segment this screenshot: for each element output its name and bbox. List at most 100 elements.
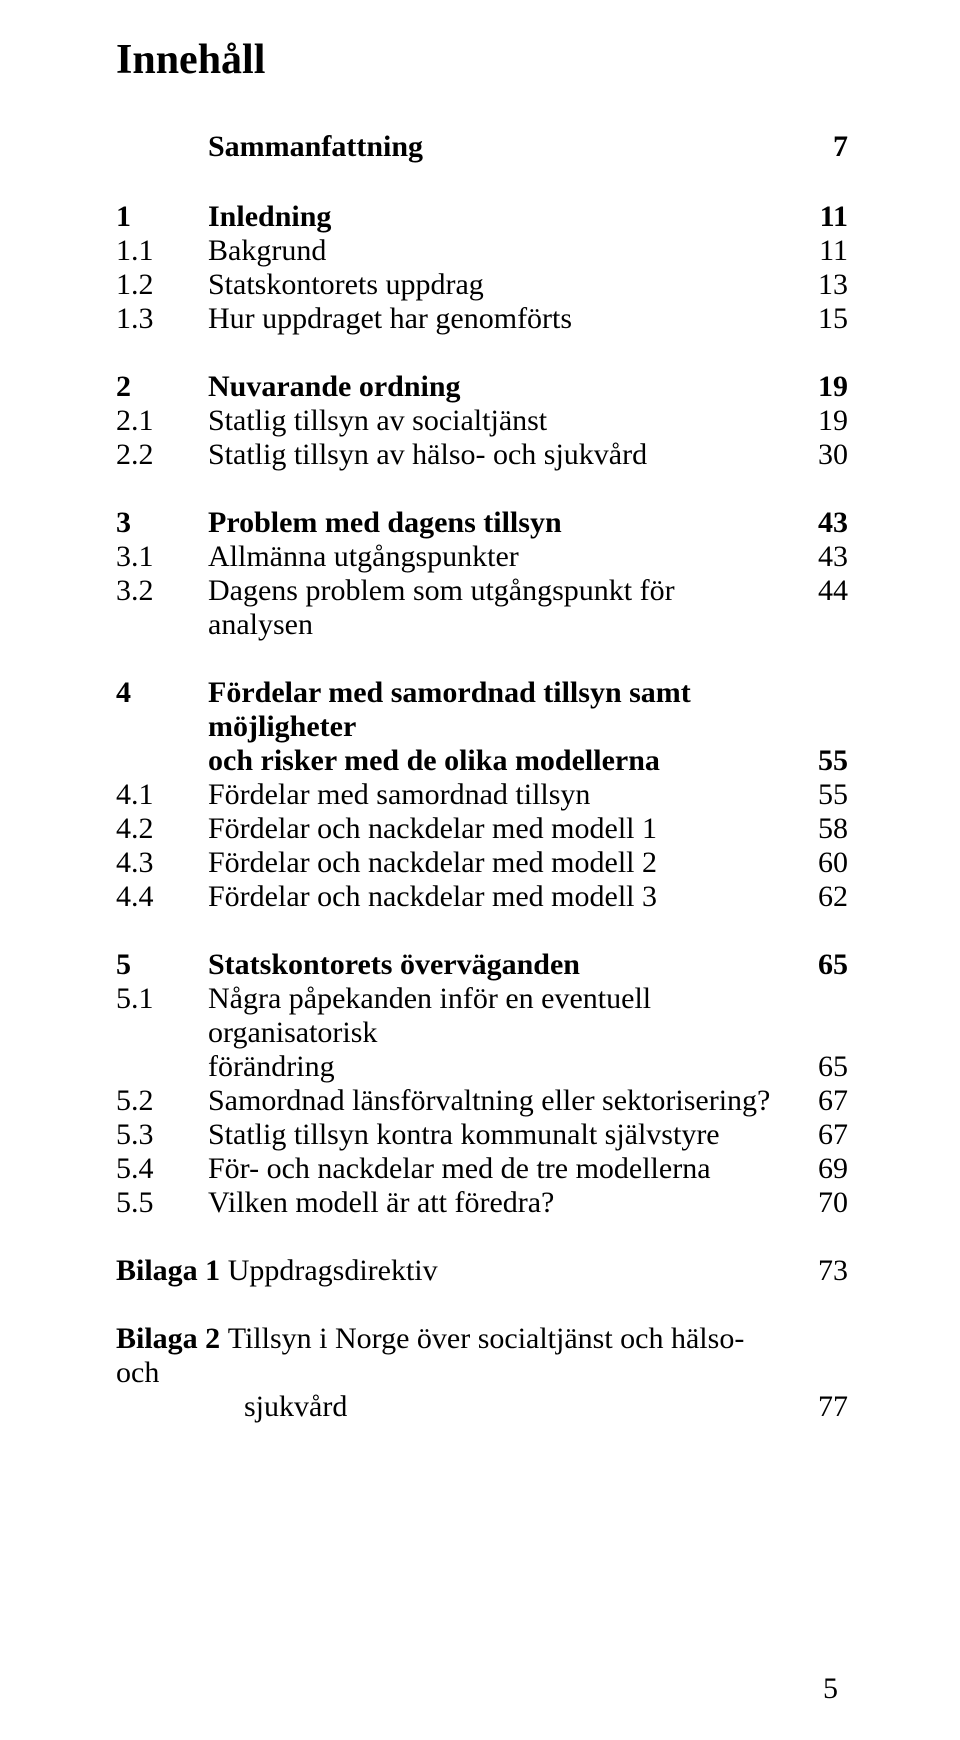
toc-num: 5.5 (116, 1186, 208, 1220)
toc-num: 4.1 (116, 778, 208, 812)
toc-label: Statlig tillsyn av socialtjänst (208, 404, 788, 438)
toc-page: 77 (788, 1390, 848, 1424)
toc-row-5-4: 5.4 För- och nackdelar med de tre modell… (116, 1152, 848, 1186)
bilaga-text: sjukvård (116, 1390, 778, 1424)
toc-row-1-3: 1.3 Hur uppdraget har genomförts 15 (116, 302, 848, 336)
toc-row-1-2: 1.2 Statskontorets uppdrag 13 (116, 268, 848, 302)
toc-row-bilaga2-line1: Bilaga 2 Tillsyn i Norge över socialtjän… (116, 1322, 848, 1390)
toc-page: 60 (788, 846, 848, 880)
toc-label: Fördelar och nackdelar med modell 2 (208, 846, 788, 880)
toc-page: 19 (788, 370, 848, 404)
toc-num: 5.2 (116, 1084, 208, 1118)
toc-page: 69 (788, 1152, 848, 1186)
toc-num: 4.3 (116, 846, 208, 880)
toc-row-ch4-line1: 4 Fördelar med samordnad tillsyn samt mö… (116, 676, 848, 744)
toc-row-ch4-line2: och risker med de olika modellerna 55 (116, 744, 848, 778)
toc-row-5-1-line1: 5.1 Några påpekanden inför en eventuell … (116, 982, 848, 1050)
toc-row-bilaga2-line2: sjukvård 77 (116, 1390, 848, 1424)
toc-num: 5.1 (116, 982, 208, 1016)
page-title: Innehåll (116, 36, 848, 84)
toc-num: 3.1 (116, 540, 208, 574)
toc-label: Hur uppdraget har genomförts (208, 302, 788, 336)
toc-row-bilaga1: Bilaga 1 Uppdragsdirektiv 73 (116, 1254, 848, 1288)
toc-row-4-1: 4.1 Fördelar med samordnad tillsyn 55 (116, 778, 848, 812)
toc-num: 4.4 (116, 880, 208, 914)
toc-label: Statskontorets uppdrag (208, 268, 788, 302)
toc-page: 15 (788, 302, 848, 336)
toc-label: och risker med de olika modellerna (208, 744, 788, 778)
toc-page: 44 (788, 574, 848, 608)
toc-label: Några påpekanden inför en eventuell orga… (208, 982, 788, 1050)
toc-label: Problem med dagens tillsyn (208, 506, 788, 540)
toc-page: 55 (788, 778, 848, 812)
toc-num: 5 (116, 948, 208, 982)
toc-label: Bakgrund (208, 234, 788, 268)
page-number: 5 (823, 1672, 838, 1706)
toc-row-3-2: 3.2 Dagens problem som utgångspunkt för … (116, 574, 848, 642)
toc-page: 67 (788, 1084, 848, 1118)
toc-label: För- och nackdelar med de tre modellerna (208, 1152, 788, 1186)
toc-num: 1.3 (116, 302, 208, 336)
toc-row-2-1: 2.1 Statlig tillsyn av socialtjänst 19 (116, 404, 848, 438)
toc-num: 4.2 (116, 812, 208, 846)
toc-label: Vilken modell är att föredra? (208, 1186, 788, 1220)
toc-label: Fördelar med samordnad tillsyn (208, 778, 788, 812)
toc-label: Fördelar med samordnad tillsyn samt möjl… (208, 676, 788, 744)
toc-num: 3.2 (116, 574, 208, 608)
toc-page: 65 (788, 948, 848, 982)
toc-page: 11 (788, 234, 848, 268)
toc-page: 30 (788, 438, 848, 472)
document-page: Innehåll Sammanfattning 7 1 Inledning 11… (0, 0, 960, 1740)
toc-num: 1.2 (116, 268, 208, 302)
toc-label: Inledning (208, 200, 788, 234)
toc-num: 2.2 (116, 438, 208, 472)
toc-label: Bilaga 1 Uppdragsdirektiv (116, 1254, 788, 1288)
toc-page: 43 (788, 540, 848, 574)
toc-row-5-2: 5.2 Samordnad länsförvaltning eller sekt… (116, 1084, 848, 1118)
toc-row-1-1: 1.1 Bakgrund 11 (116, 234, 848, 268)
toc-row-5-5: 5.5 Vilken modell är att föredra? 70 (116, 1186, 848, 1220)
toc-page: 70 (788, 1186, 848, 1220)
toc-row-4-2: 4.2 Fördelar och nackdelar med modell 1 … (116, 812, 848, 846)
toc-row-5-1-line2: förändring 65 (116, 1050, 848, 1084)
toc-page: 67 (788, 1118, 848, 1152)
toc-page: 65 (788, 1050, 848, 1084)
toc-num: 1 (116, 200, 208, 234)
toc-label: Allmänna utgångspunkter (208, 540, 788, 574)
toc-row-4-4: 4.4 Fördelar och nackdelar med modell 3 … (116, 880, 848, 914)
toc-page: 7 (788, 130, 848, 164)
toc-label: Dagens problem som utgångspunkt för anal… (208, 574, 788, 642)
toc-page: 19 (788, 404, 848, 438)
toc-row-2-2: 2.2 Statlig tillsyn av hälso- och sjukvå… (116, 438, 848, 472)
toc-label: Nuvarande ordning (208, 370, 788, 404)
toc-num: 2 (116, 370, 208, 404)
toc-row-3-1: 3.1 Allmänna utgångspunkter 43 (116, 540, 848, 574)
toc-row-5-3: 5.3 Statlig tillsyn kontra kommunalt sjä… (116, 1118, 848, 1152)
toc-label: Samordnad länsförvaltning eller sektoris… (208, 1084, 788, 1118)
toc-row-sammanfattning: Sammanfattning 7 (116, 130, 848, 164)
toc-row-4-3: 4.3 Fördelar och nackdelar med modell 2 … (116, 846, 848, 880)
toc-num: 4 (116, 676, 208, 710)
toc-num: 1.1 (116, 234, 208, 268)
toc-row-ch2: 2 Nuvarande ordning 19 (116, 370, 848, 404)
toc-label: Statskontorets överväganden (208, 948, 788, 982)
toc-num: 5.3 (116, 1118, 208, 1152)
bilaga-text: Uppdragsdirektiv (228, 1254, 438, 1287)
toc-label: Fördelar och nackdelar med modell 1 (208, 812, 788, 846)
toc-page: 73 (788, 1254, 848, 1288)
toc-num: 3 (116, 506, 208, 540)
toc-label: Fördelar och nackdelar med modell 3 (208, 880, 788, 914)
toc-label: Sammanfattning (208, 130, 788, 164)
toc-num: 2.1 (116, 404, 208, 438)
toc-page: 55 (788, 744, 848, 778)
toc-label: Statlig tillsyn av hälso- och sjukvård (208, 438, 788, 472)
toc-page: 13 (788, 268, 848, 302)
toc-label: sjukvård (116, 1390, 788, 1424)
toc-row-ch1: 1 Inledning 11 (116, 200, 848, 234)
toc-row-ch5: 5 Statskontorets överväganden 65 (116, 948, 848, 982)
toc-label: Bilaga 2 Tillsyn i Norge över socialtjän… (116, 1322, 788, 1390)
bilaga-label: Bilaga 2 (116, 1322, 228, 1355)
toc-page: 11 (788, 200, 848, 234)
toc-page: 62 (788, 880, 848, 914)
toc-row-ch3: 3 Problem med dagens tillsyn 43 (116, 506, 848, 540)
